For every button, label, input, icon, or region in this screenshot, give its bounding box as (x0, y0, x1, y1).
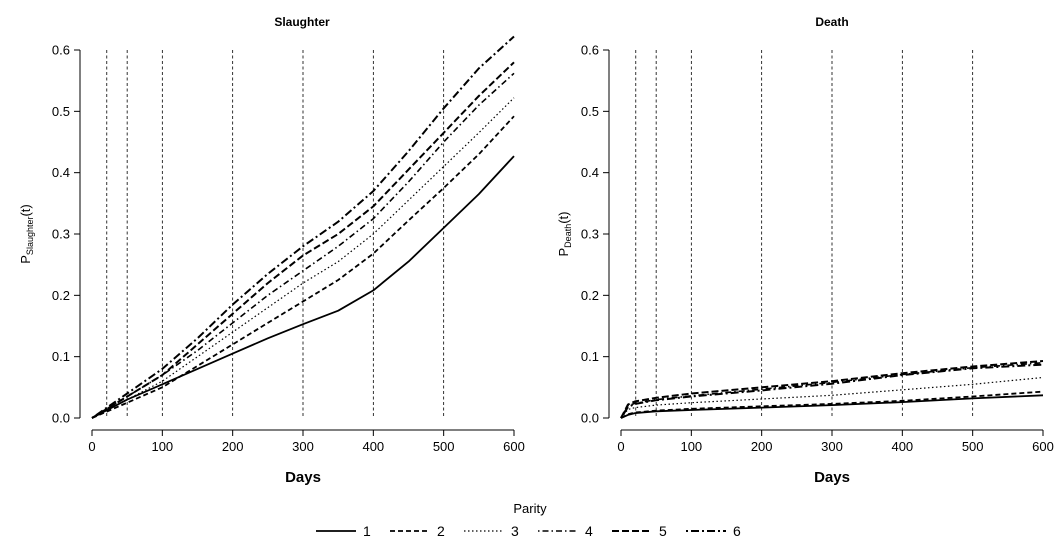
panel-death: Death 0.0 0.1 0.2 0.3 0.4 0.5 0.6 0 100 200 300 400 5… (556, 15, 1054, 486)
x-tick-label: 200 (751, 439, 773, 454)
y-tick-label: 0.3 (52, 227, 70, 242)
series-line-parity-6 (91, 35, 515, 419)
y-tick-label: 0.5 (52, 104, 70, 119)
x-tick-label: 0 (88, 439, 95, 454)
y-tick-label: 0.6 (52, 43, 70, 58)
y-tick-label: 0.6 (581, 43, 599, 58)
series-line-parity-5 (91, 61, 515, 419)
legend-label: 4 (585, 523, 593, 539)
legend-title: Parity (513, 501, 547, 516)
legend-label: 1 (363, 523, 371, 539)
series-line-parity-6 (620, 363, 1044, 419)
y-axis-label: PDeath(t) (556, 212, 573, 257)
series-line-parity-2 (91, 115, 515, 419)
x-tick-label: 200 (222, 439, 244, 454)
y-tick-label: 0.3 (581, 227, 599, 242)
y-tick-label: 0.0 (52, 411, 70, 426)
x-tick-label: 500 (962, 439, 984, 454)
panel-slaughter: Slaughter 0.0 0.1 0.2 0.3 0.4 0.5 0.6 0 100 200 300… (18, 15, 525, 486)
legend-label: 3 (511, 523, 519, 539)
y-tick-label: 0.0 (581, 411, 599, 426)
x-tick-label: 0 (617, 439, 624, 454)
x-tick-label: 300 (821, 439, 843, 454)
y-tick-label: 0.1 (52, 349, 70, 364)
y-tick-label: 0.1 (581, 349, 599, 364)
series-line-parity-2 (620, 390, 1044, 419)
x-tick-label: 400 (891, 439, 913, 454)
x-tick-label: 600 (503, 439, 525, 454)
x-tick-label: 500 (433, 439, 455, 454)
legend: Parity 1 2 3 4 5 6 (316, 501, 741, 539)
y-tick-label: 0.4 (52, 165, 70, 180)
y-axis-label: PSlaughter(t) (18, 204, 35, 263)
y-tick-label: 0.5 (581, 104, 599, 119)
x-tick-label: 300 (292, 439, 314, 454)
x-tick-label: 100 (151, 439, 173, 454)
series-line-parity-5 (620, 360, 1044, 419)
y-tick-label: 0.2 (52, 288, 70, 303)
legend-label: 2 (437, 523, 445, 539)
x-tick-label: 100 (680, 439, 702, 454)
x-tick-label: 400 (362, 439, 384, 454)
y-tick-label: 0.4 (581, 165, 599, 180)
legend-label: 5 (659, 523, 667, 539)
y-tick-label: 0.2 (581, 288, 599, 303)
x-axis-label: Days (285, 469, 321, 486)
legend-label: 6 (733, 523, 741, 539)
panel-title: Slaughter (274, 15, 330, 29)
x-axis-label: Days (814, 469, 850, 486)
x-tick-label: 600 (1032, 439, 1054, 454)
series-line-parity-1 (91, 155, 515, 419)
panel-title: Death (815, 15, 848, 29)
